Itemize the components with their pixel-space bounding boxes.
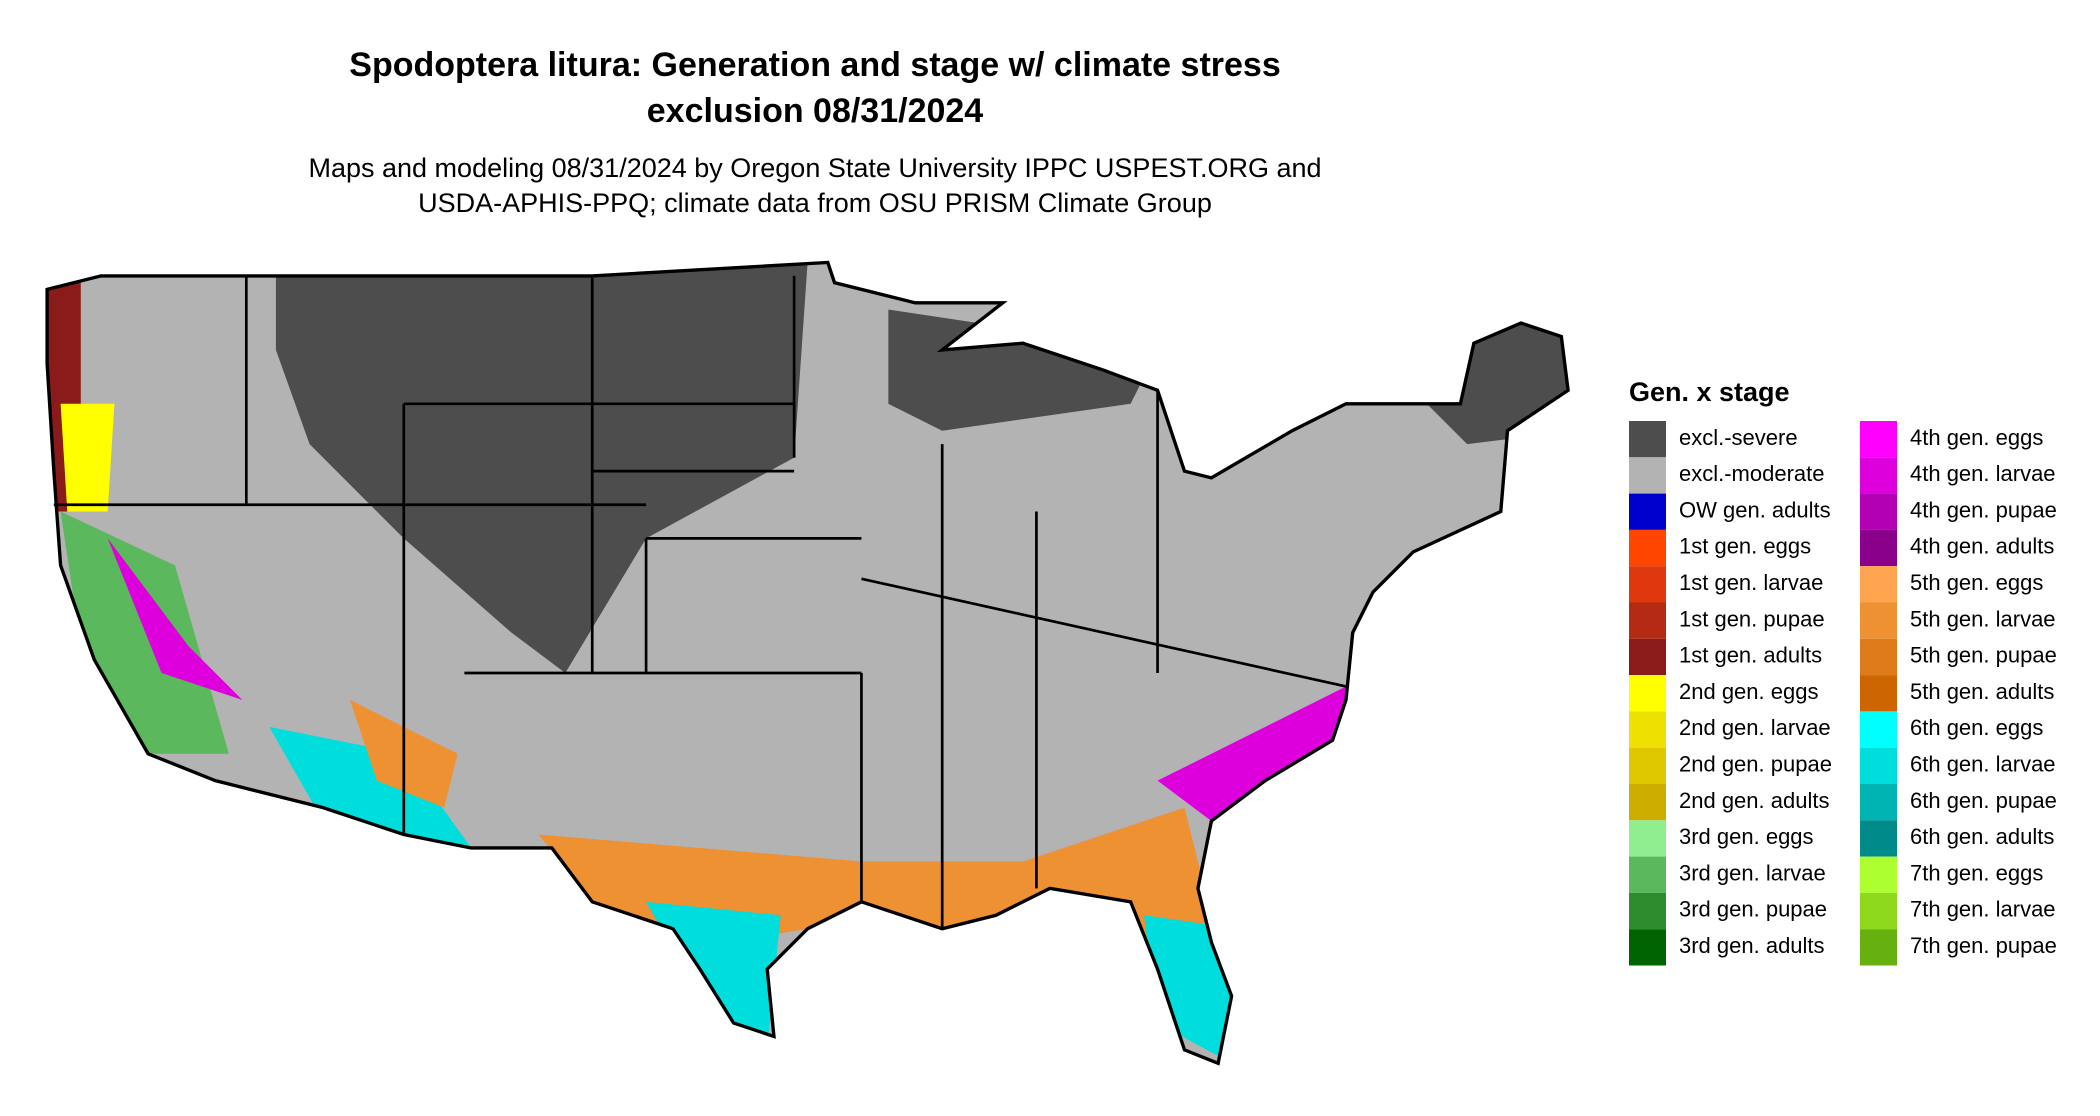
legend: excl.-severe excl.-moderate OW gen. adults… [1629, 421, 2057, 966]
legend-swatch [1860, 929, 1897, 966]
legend-swatch [1629, 638, 1666, 676]
legend-swatch [1629, 820, 1666, 857]
legend-swatch [1629, 493, 1666, 530]
legend-label: 4th gen. adults [1910, 534, 2054, 559]
legend-label: 5th gen. adults [1910, 679, 2054, 704]
map [45, 260, 1570, 1066]
legend-swatch [1860, 711, 1897, 748]
legend-swatch [1629, 602, 1666, 639]
legend-swatch [1629, 784, 1666, 821]
legend-swatch [1860, 675, 1897, 712]
map-fill [47, 262, 1569, 1064]
legend-label: 3rd gen. larvae [1679, 860, 1826, 885]
legend-label: 7th gen. larvae [1910, 897, 2056, 922]
legend-label: 1st gen. adults [1679, 643, 1822, 668]
legend-label: 4th gen. pupae [1910, 497, 2057, 522]
legend-swatch [1629, 747, 1666, 784]
legend-swatch [1860, 820, 1897, 857]
legend-label: 7th gen. eggs [1910, 860, 2043, 885]
legend-label: 1st gen. larvae [1679, 570, 1823, 595]
legend-label: 3rd gen. pupae [1679, 897, 1827, 922]
legend-swatch [1860, 784, 1897, 821]
legend-title: Gen. x stage [1629, 377, 1790, 407]
legend-label: 6th gen. larvae [1910, 752, 2056, 777]
legend-label: 5th gen. eggs [1910, 570, 2043, 595]
legend-label: 5th gen. larvae [1910, 606, 2056, 631]
legend-swatch [1629, 675, 1666, 712]
legend-swatch [1629, 421, 1666, 458]
legend-label: 6th gen. pupae [1910, 788, 2057, 813]
legend-label: 1st gen. eggs [1679, 534, 1811, 559]
legend-label: OW gen. adults [1679, 497, 1831, 522]
state-borders [53, 275, 1347, 929]
title-line: exclusion 08/31/2024 [647, 92, 984, 130]
legend-label: 2nd gen. adults [1679, 788, 1829, 813]
legend-swatch [1860, 566, 1897, 603]
legend-label: 3rd gen. eggs [1679, 824, 1814, 849]
legend-label: 5th gen. pupae [1910, 643, 2057, 668]
legend-swatch [1860, 747, 1897, 784]
legend-label: 4th gen. larvae [1910, 461, 2056, 486]
legend-swatch [1860, 493, 1897, 530]
legend-swatch [1629, 457, 1666, 494]
subtitle-line: Maps and modeling 08/31/2024 by Oregon S… [308, 153, 1321, 183]
legend-swatch [1860, 638, 1897, 676]
legend-swatch [1629, 892, 1666, 930]
legend-label: 6th gen. eggs [1910, 715, 2043, 740]
title-line: Spodoptera litura: Generation and stage … [349, 46, 1280, 84]
legend-swatch [1860, 892, 1897, 930]
legend-label: 2nd gen. larvae [1679, 715, 1831, 740]
legend-label: 4th gen. eggs [1910, 425, 2043, 450]
legend-label: 7th gen. pupae [1910, 933, 2057, 958]
legend-swatch [1860, 602, 1897, 639]
legend-label: 1st gen. pupae [1679, 606, 1825, 631]
legend-swatch [1629, 711, 1666, 748]
legend-swatch [1860, 529, 1897, 567]
legend-label: 2nd gen. eggs [1679, 679, 1818, 704]
legend-swatch [1629, 929, 1666, 966]
legend-label: 6th gen. adults [1910, 824, 2054, 849]
legend-swatch [1629, 566, 1666, 603]
legend-swatch [1860, 856, 1897, 893]
legend-label: excl.-severe [1679, 425, 1798, 450]
legend-swatch [1860, 421, 1897, 458]
legend-swatch [1860, 457, 1897, 494]
legend-swatch [1629, 529, 1666, 567]
legend-label: 3rd gen. adults [1679, 933, 1825, 958]
legend-swatch [1629, 856, 1666, 893]
legend-label: 2nd gen. pupae [1679, 752, 1832, 777]
subtitle-line: USDA-APHIS-PPQ; climate data from OSU PR… [418, 188, 1212, 218]
legend-label: excl.-moderate [1679, 461, 1825, 486]
